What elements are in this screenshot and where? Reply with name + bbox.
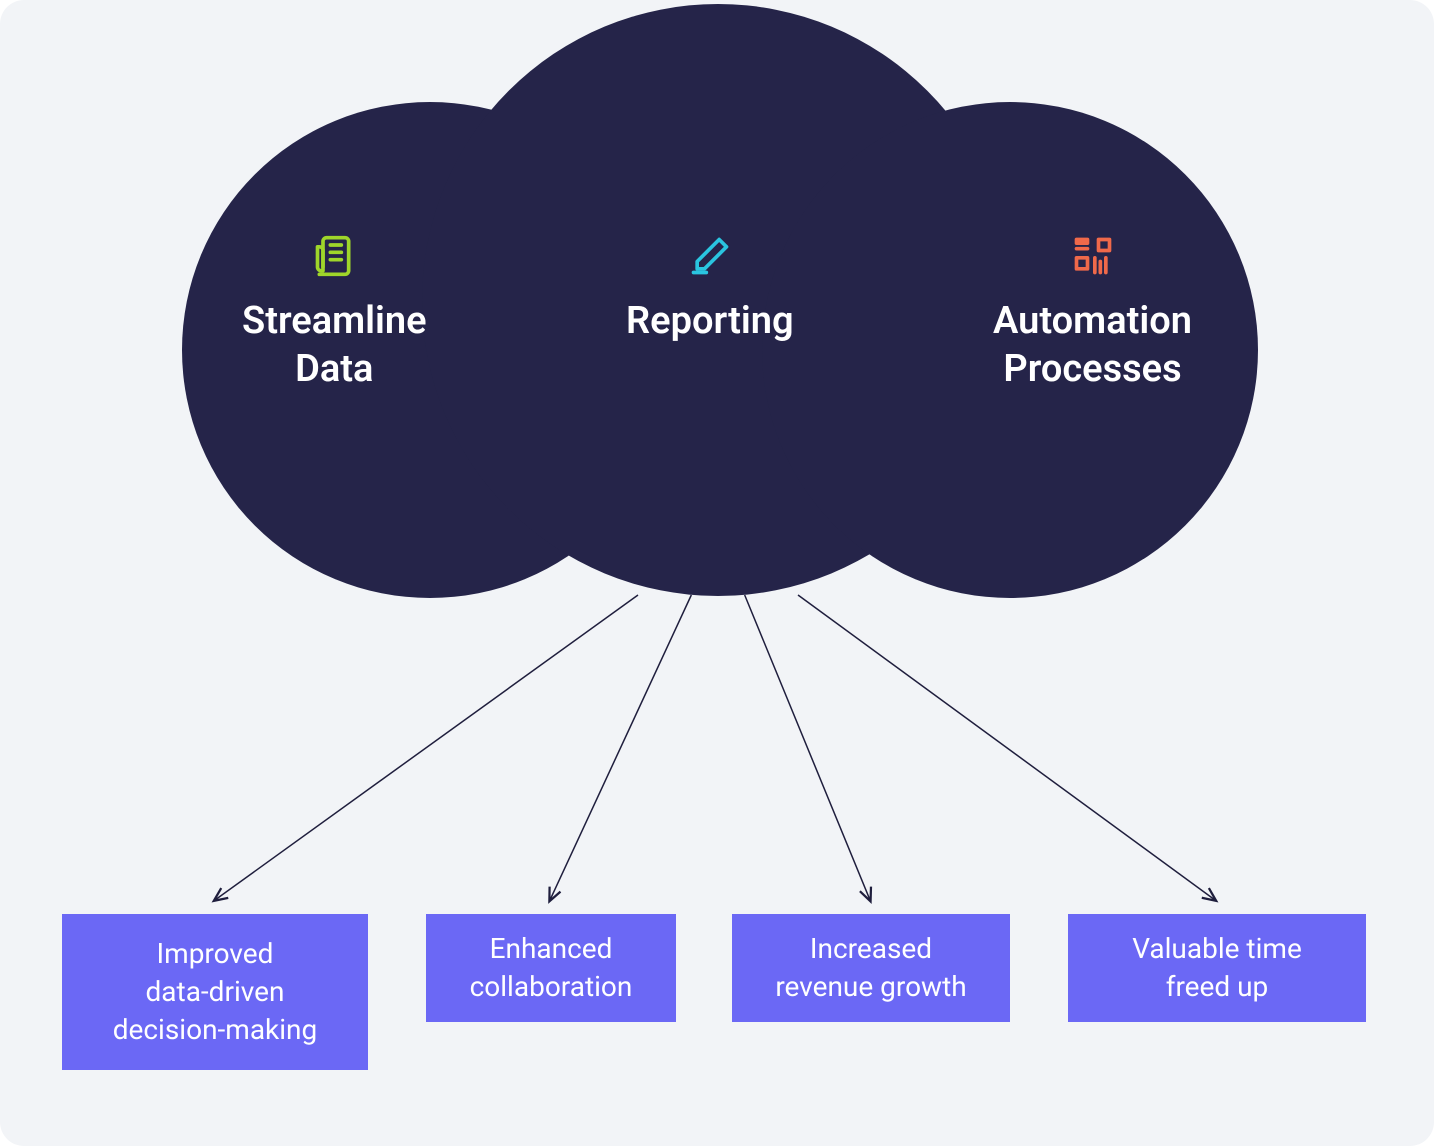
outcome-label: Increased revenue growth	[775, 930, 966, 1006]
arrow-line	[798, 595, 1215, 900]
cloud-item: Streamline Data	[242, 232, 427, 393]
outcome-box: Enhanced collaboration	[426, 914, 676, 1022]
newspaper-icon	[312, 232, 356, 280]
cloud-item-label: Automation Processes	[993, 298, 1192, 393]
diagram-canvas: Streamline Data Reporting Automation Pro…	[0, 0, 1434, 1146]
arrow-line	[550, 595, 691, 900]
outcome-box: Improved data-driven decision-making	[62, 914, 368, 1070]
cloud-item: Reporting	[626, 232, 794, 346]
pencil-icon	[688, 232, 732, 280]
outcome-box: Valuable time freed up	[1068, 914, 1366, 1022]
qr-grid-icon	[1071, 232, 1115, 280]
arrow-line	[215, 595, 638, 900]
cloud-item-label: Streamline Data	[242, 298, 427, 393]
outcome-label: Valuable time freed up	[1132, 930, 1302, 1006]
cloud-item-label: Reporting	[626, 298, 794, 346]
outcome-box: Increased revenue growth	[732, 914, 1010, 1022]
arrow-line	[745, 595, 870, 900]
cloud-items-row: Streamline Data Reporting Automation Pro…	[242, 232, 1192, 393]
diagram-frame: Streamline Data Reporting Automation Pro…	[0, 0, 1434, 1146]
cloud-item: Automation Processes	[993, 232, 1192, 393]
outcome-label: Improved data-driven decision-making	[113, 935, 318, 1048]
outcome-label: Enhanced collaboration	[470, 930, 633, 1006]
